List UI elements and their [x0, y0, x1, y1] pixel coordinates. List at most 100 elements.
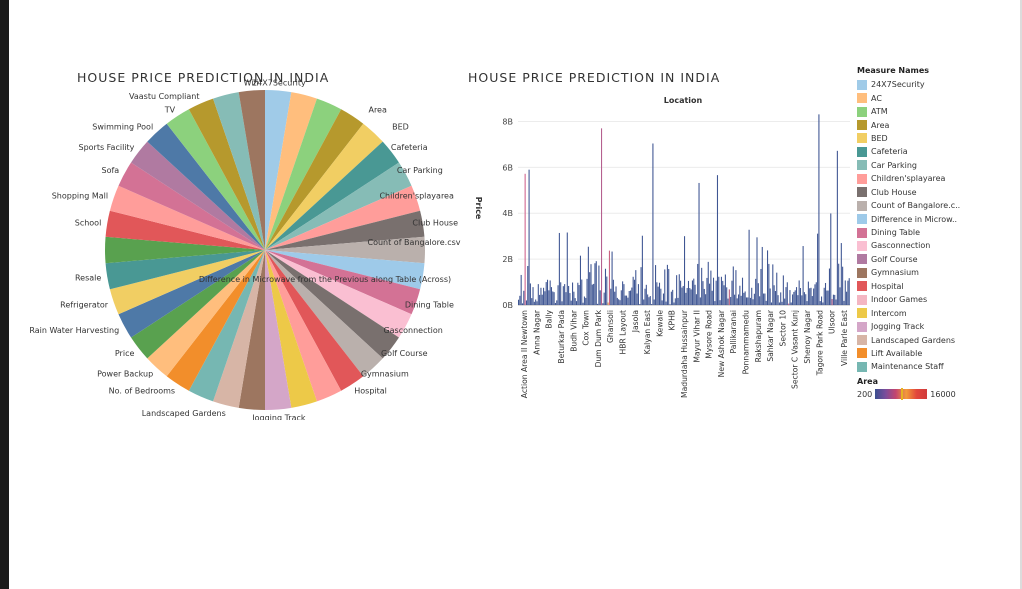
bar[interactable]: [755, 278, 757, 305]
bar[interactable]: [602, 303, 604, 305]
pie-slice-price[interactable]: [131, 250, 265, 359]
pie-slice-car-parking[interactable]: [265, 162, 412, 250]
bar[interactable]: [652, 143, 654, 305]
bar[interactable]: [795, 287, 798, 305]
bar[interactable]: [582, 302, 584, 305]
pie-slice-power-backup[interactable]: [147, 250, 265, 377]
bar[interactable]: [550, 287, 553, 305]
bar[interactable]: [844, 280, 846, 305]
bar[interactable]: [749, 297, 751, 305]
bar[interactable]: [836, 150, 838, 305]
bar[interactable]: [846, 291, 848, 305]
bar[interactable]: [568, 285, 570, 305]
pie-slice-difference-in-microwave-from-the-previous-along-table-across[interactable]: [265, 250, 425, 290]
bar[interactable]: [583, 296, 585, 305]
bar[interactable]: [697, 263, 699, 305]
bar[interactable]: [703, 288, 705, 305]
bar[interactable]: [728, 289, 730, 305]
bar[interactable]: [847, 280, 849, 305]
bar[interactable]: [552, 291, 554, 305]
bar[interactable]: [670, 291, 672, 305]
bar[interactable]: [821, 296, 823, 305]
pie-slice-no-of-bedrooms[interactable]: [166, 250, 265, 391]
bar[interactable]: [715, 280, 717, 305]
bar[interactable]: [793, 291, 795, 305]
bar[interactable]: [828, 268, 830, 305]
bar[interactable]: [718, 276, 720, 305]
bar[interactable]: [664, 269, 666, 305]
bar[interactable]: [640, 267, 642, 305]
bar[interactable]: [525, 300, 527, 305]
pie-slice-area[interactable]: [265, 109, 364, 250]
bar[interactable]: [627, 297, 629, 305]
legend-item-landscaped-gardens[interactable]: Landscaped Gardens: [857, 333, 960, 346]
bar[interactable]: [564, 284, 566, 305]
bar[interactable]: [686, 288, 688, 305]
bar[interactable]: [720, 276, 722, 305]
bar[interactable]: [660, 288, 662, 305]
bar[interactable]: [726, 287, 728, 305]
legend-item-hospital[interactable]: Hospital: [857, 280, 960, 293]
bar[interactable]: [827, 290, 829, 305]
legend-item-bed[interactable]: BED: [857, 132, 960, 145]
bar[interactable]: [666, 264, 668, 305]
bar[interactable]: [597, 303, 599, 305]
bar[interactable]: [834, 294, 836, 305]
legend-item-ac[interactable]: AC: [857, 91, 960, 104]
bar[interactable]: [735, 270, 737, 305]
bar[interactable]: [645, 284, 647, 305]
bar[interactable]: [764, 293, 766, 305]
bar[interactable]: [674, 298, 676, 305]
bar[interactable]: [569, 293, 571, 305]
pie-slice-dining-table[interactable]: [265, 250, 421, 315]
bar[interactable]: [626, 295, 628, 305]
bar[interactable]: [788, 303, 790, 305]
legend-item-dining-table[interactable]: Dining Table: [857, 226, 960, 239]
legend-item-lift-available[interactable]: Lift Available: [857, 347, 960, 360]
bar[interactable]: [687, 280, 690, 305]
pie-slice-unlabeled-1[interactable]: [265, 92, 317, 251]
bar[interactable]: [823, 287, 825, 305]
bar[interactable]: [741, 277, 744, 305]
bar[interactable]: [685, 292, 687, 305]
area-color-ramp[interactable]: [875, 388, 928, 400]
bar[interactable]: [744, 291, 746, 305]
bar[interactable]: [554, 302, 556, 305]
legend-item-cafeteria[interactable]: Cafeteria: [857, 145, 960, 158]
bar[interactable]: [712, 277, 715, 305]
bar[interactable]: [840, 243, 842, 305]
bar[interactable]: [695, 294, 697, 305]
bar[interactable]: [529, 283, 531, 305]
bar[interactable]: [838, 263, 840, 305]
bar[interactable]: [629, 290, 632, 305]
bar[interactable]: [698, 182, 700, 305]
bar[interactable]: [655, 265, 657, 305]
pie-slice-landscaped-gardens[interactable]: [213, 250, 265, 408]
bar[interactable]: [813, 288, 815, 305]
bar[interactable]: [694, 284, 696, 305]
bar[interactable]: [603, 292, 605, 305]
pie-slice-bed[interactable]: [265, 123, 383, 250]
bar[interactable]: [591, 284, 593, 305]
bar[interactable]: [757, 283, 759, 305]
bar[interactable]: [656, 282, 658, 305]
bar[interactable]: [824, 282, 827, 305]
bar[interactable]: [616, 297, 618, 305]
bar[interactable]: [751, 287, 753, 305]
bar[interactable]: [693, 278, 695, 305]
bar[interactable]: [561, 301, 563, 305]
bar[interactable]: [777, 295, 779, 305]
bar[interactable]: [628, 291, 630, 305]
bar[interactable]: [748, 229, 750, 305]
bar[interactable]: [691, 280, 693, 305]
bar[interactable]: [562, 286, 564, 305]
bar[interactable]: [676, 275, 678, 305]
bar[interactable]: [623, 284, 625, 305]
bar[interactable]: [830, 213, 832, 305]
bar[interactable]: [619, 300, 621, 305]
bar[interactable]: [797, 295, 799, 305]
bar[interactable]: [731, 280, 733, 305]
bar[interactable]: [536, 301, 538, 305]
bar[interactable]: [702, 281, 704, 305]
bar[interactable]: [842, 266, 844, 305]
